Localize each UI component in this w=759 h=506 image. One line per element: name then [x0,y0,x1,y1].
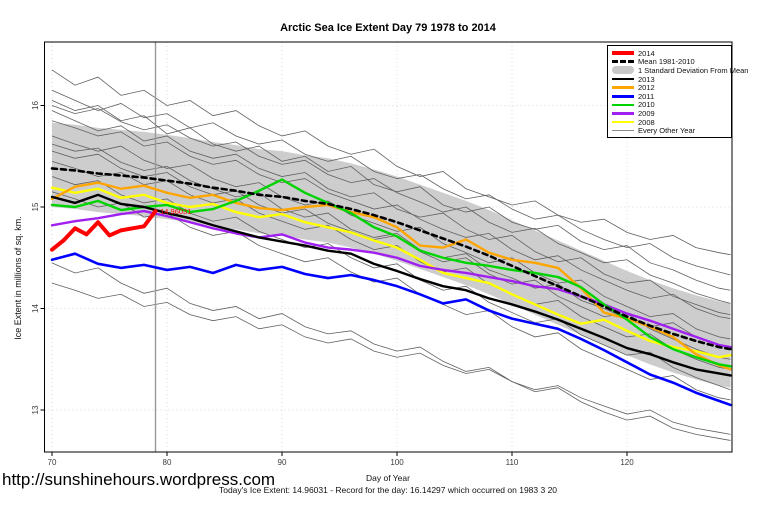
legend-label: 2008 [638,117,655,127]
legend-item: 2009 [612,109,728,118]
series-every-other-year-3 [51,110,731,315]
series-every-other-year-12 [51,262,731,441]
legend-item: 2012 [612,83,728,92]
legend-label: 2010 [638,100,655,110]
series-every-other-year-13 [51,282,731,435]
series-every-other-year-6 [51,135,731,340]
legend-label: 2009 [638,108,655,118]
legend-swatch-icon [612,77,634,81]
legend-swatch-icon [612,86,634,89]
series-every-other-year-0 [51,69,731,256]
legend-item: 1 Standard Deviation From Mean [612,66,748,75]
legend-label: 1 Standard Deviation From Mean [638,65,749,75]
legend-label: 2013 [638,74,655,84]
y-tick-label: 16 [31,101,40,110]
legend-swatch-icon [612,51,634,56]
x-tick-label: 110 [506,458,519,467]
legend-label: 2012 [638,83,655,93]
series-2008 [50,186,732,359]
y-tick-label: 15 [31,202,40,211]
series-2010 [50,178,732,368]
legend-label: 2011 [638,91,655,101]
series-every-other-year-5 [51,120,731,320]
series-every-other-year-2 [51,100,731,291]
series-every-other-year-10 [51,176,731,391]
site-url-link[interactable]: http://sunshinehours.wordpress.com [2,470,276,489]
legend-item: 2013 [612,75,728,84]
y-tick-label: 14 [31,304,40,313]
series-every-other-year-1 [51,89,731,276]
legend: 2014 Mean 1981-2010 1 Standard Deviation F… [607,45,748,138]
legend-item: 2010 [612,100,728,110]
series-2014 [50,209,158,252]
y-tick-label: 13 [31,405,40,414]
x-tick-label: 90 [278,458,287,467]
legend-item: 2008 [612,118,728,127]
series-2009 [50,209,732,349]
legend-label: Every Other Year [638,126,696,136]
x-tick-label: 100 [390,458,404,467]
legend-item: Mean 1981-2010 [612,57,728,67]
chart-title: Arctic Sea Ice Extent Day 79 1978 to 201… [280,22,496,34]
x-tick-label: 120 [620,458,634,467]
legend-item: Every Other Year [612,126,728,135]
legend-swatch-icon [612,112,634,115]
legend-label: 2014 [638,48,655,58]
legend-swatch-icon [612,130,634,132]
plot-border [44,41,733,453]
x-tick-label: 80 [163,458,172,467]
legend-item: 2011 [612,92,728,101]
series-mean-1981-2010 [50,167,732,351]
x-tick-label: 70 [48,458,57,467]
legend-label: Mean 1981-2010 [638,57,695,67]
legend-swatch-icon [612,103,634,107]
legend-swatch-icon [612,95,634,98]
legend-item: 2014 [612,49,728,58]
legend-swatch-icon [612,66,634,75]
footer-note: Today's Ice Extent: 14.96031 - Record fo… [218,485,558,495]
series-every-other-year-4 [51,105,731,304]
legend-swatch-icon [612,120,634,124]
series-2013 [50,193,732,377]
x-axis-label: Day of Year [366,473,410,483]
series-every-other-year-9 [51,160,731,370]
series-2011 [50,252,732,407]
extent-annotation: 14.96031 [160,207,191,216]
legend-swatch-icon [612,60,634,64]
